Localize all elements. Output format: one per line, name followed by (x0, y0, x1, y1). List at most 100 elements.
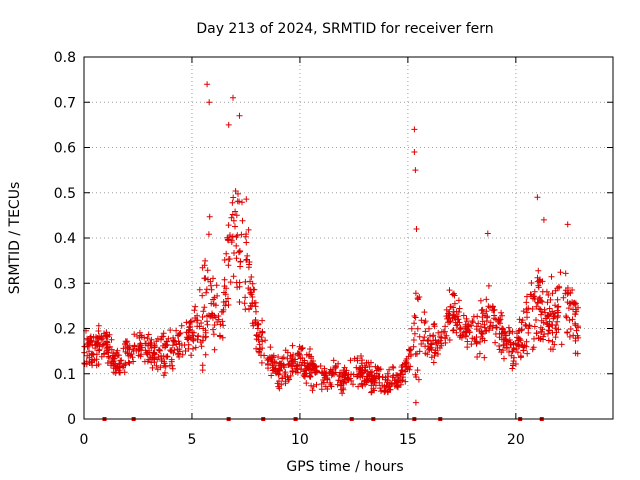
data-point (354, 357, 361, 364)
data-point (500, 347, 506, 354)
data-point (506, 349, 512, 355)
data-point (569, 316, 576, 323)
data-point (188, 318, 195, 325)
data-point (549, 308, 556, 315)
data-point (451, 300, 458, 307)
data-point (306, 366, 313, 373)
data-point (208, 312, 215, 319)
data-point (500, 336, 507, 343)
data-point (219, 334, 226, 341)
data-point (176, 353, 183, 360)
data-point (290, 351, 297, 358)
data-point (514, 341, 521, 348)
data-point (418, 317, 425, 324)
data-point (86, 360, 93, 366)
data-point (366, 363, 373, 370)
data-point (211, 346, 218, 353)
data-point (201, 304, 208, 311)
data-point (276, 360, 283, 367)
data-point (136, 346, 143, 353)
data-point (89, 350, 96, 357)
data-point (326, 379, 333, 386)
data-point (443, 306, 450, 313)
data-point (479, 331, 486, 337)
data-point (544, 313, 551, 320)
data-point (505, 324, 512, 331)
data-point (318, 381, 325, 387)
data-point (524, 314, 530, 321)
data-point (259, 338, 266, 345)
data-point-peak (230, 94, 236, 101)
data-point (456, 305, 463, 312)
data-point (303, 370, 310, 377)
data-point (205, 231, 212, 238)
data-point (493, 324, 500, 331)
data-point (324, 386, 331, 392)
data-point-peak (411, 149, 418, 155)
data-point (249, 294, 256, 300)
data-point (445, 310, 452, 317)
data-point (194, 323, 201, 330)
data-point (245, 285, 252, 292)
data-point (162, 369, 168, 376)
data-point (217, 321, 224, 328)
data-point-peak (412, 167, 419, 174)
data-point (253, 332, 260, 339)
data-point (163, 338, 170, 345)
data-point (211, 322, 218, 328)
data-point (487, 319, 494, 326)
data-point (227, 232, 233, 239)
data-point (262, 337, 269, 344)
data-point (234, 198, 241, 205)
data-point (153, 338, 160, 345)
data-points (81, 81, 582, 406)
data-point (255, 337, 262, 343)
data-point (267, 344, 274, 351)
data-point (120, 345, 127, 352)
data-point (389, 374, 396, 381)
data-point (136, 329, 143, 336)
data-point (420, 337, 427, 344)
data-point (229, 199, 236, 206)
data-point (221, 276, 228, 283)
data-point (208, 282, 214, 289)
data-point (456, 319, 463, 326)
data-point (508, 352, 515, 359)
data-point (199, 314, 206, 320)
data-point-peak (540, 216, 547, 223)
data-point (95, 322, 102, 329)
data-point (408, 325, 415, 332)
data-point (233, 255, 240, 262)
data-point (368, 382, 375, 389)
data-point (545, 292, 552, 298)
data-point (214, 319, 221, 325)
data-point (170, 337, 177, 344)
data-point (487, 323, 494, 330)
data-point (531, 288, 538, 295)
data-point (536, 277, 543, 284)
data-point (518, 327, 525, 334)
data-point (358, 353, 364, 359)
data-point (528, 280, 535, 286)
data-point (225, 302, 232, 308)
data-point (148, 359, 155, 366)
data-point (567, 326, 574, 332)
data-point (161, 362, 168, 369)
data-point (515, 328, 522, 334)
data-point (469, 318, 476, 324)
data-point (395, 376, 402, 383)
data-point (520, 347, 527, 354)
data-point (529, 306, 536, 312)
data-point (566, 333, 573, 340)
data-point (549, 338, 556, 345)
data-point (235, 249, 242, 256)
data-point (435, 329, 442, 336)
data-point (137, 353, 144, 360)
data-point (557, 269, 564, 276)
data-point (236, 299, 243, 305)
data-point (230, 194, 237, 201)
data-point (229, 211, 236, 218)
data-point (562, 270, 569, 277)
data-point (356, 368, 362, 375)
data-point (531, 323, 538, 330)
